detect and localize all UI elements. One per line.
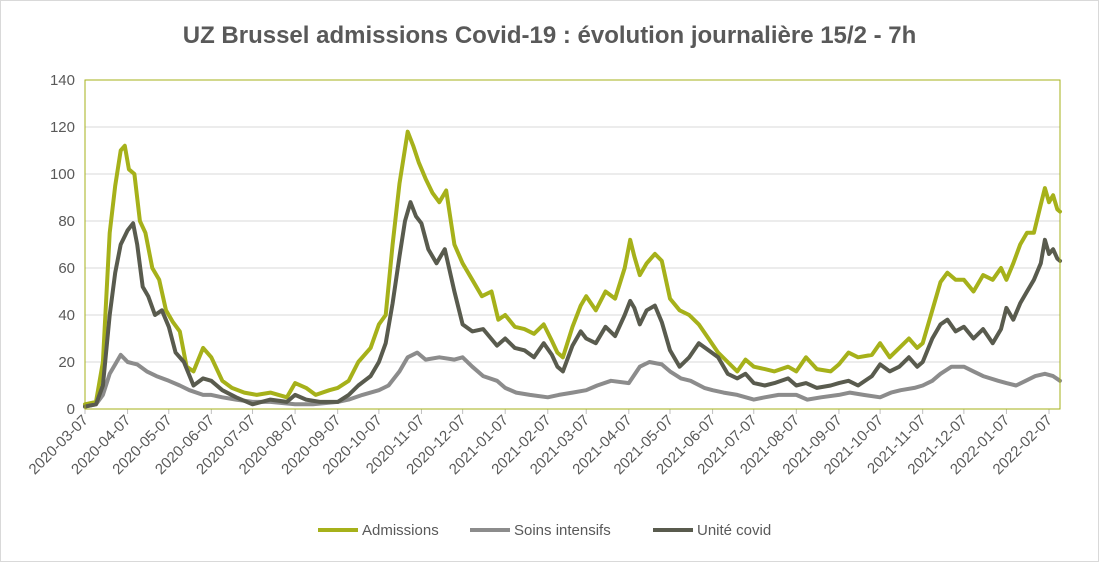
plot-area-border — [84, 79, 1061, 410]
y-tick-label: 20 — [58, 354, 75, 371]
y-tick-label: 0 — [67, 401, 75, 418]
legend-label: Unité covid — [697, 522, 771, 539]
y-tick-label: 60 — [58, 260, 75, 277]
legend-label: Soins intensifs — [514, 522, 611, 539]
grid-lines — [85, 79, 1060, 363]
y-tick-label: 100 — [50, 166, 75, 183]
y-axis-ticks: 0 20 40 60 80 100 120 140 — [50, 72, 75, 418]
chart-title: UZ Brussel admissions Covid-19 : évoluti… — [182, 22, 917, 49]
series-line-admissions — [83, 129, 1062, 407]
legend: Admissions Soins intensifs Unité covid — [318, 522, 771, 539]
series-line-unit-covid — [83, 200, 1062, 409]
series-line-soins-intensifs — [83, 350, 1062, 409]
y-tick-label: 120 — [50, 119, 75, 136]
y-tick-label: 140 — [50, 72, 75, 89]
y-tick-label: 80 — [58, 213, 75, 230]
y-tick-label: 40 — [58, 307, 75, 324]
legend-label: Admissions — [362, 522, 439, 539]
x-axis-ticks: 2020-03-072020-04-072020-05-072020-06-07… — [26, 408, 1060, 478]
series-lines — [83, 129, 1062, 409]
